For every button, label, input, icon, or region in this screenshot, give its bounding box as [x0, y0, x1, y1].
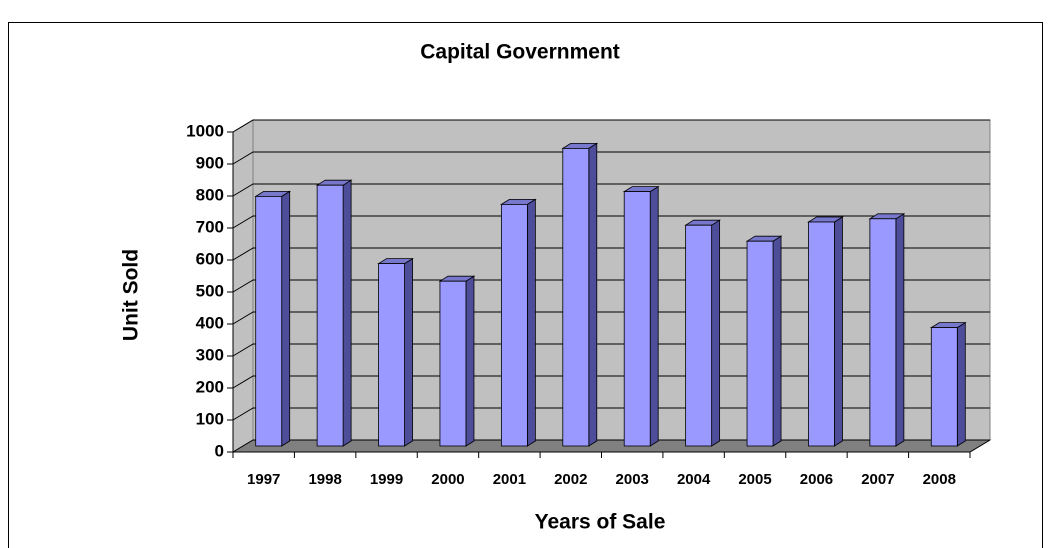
bar-side — [281, 190, 291, 447]
grid-line — [232, 439, 990, 453]
y-tick-label: 800 — [196, 185, 224, 204]
y-tick-label: 700 — [196, 217, 224, 236]
y-tick-label: 200 — [196, 377, 224, 396]
y-tick-label: 100 — [196, 409, 224, 428]
bar — [869, 218, 897, 447]
bar-side — [588, 142, 598, 447]
bar — [562, 147, 590, 447]
x-tick-label: 2007 — [861, 471, 894, 488]
y-tick-label: 500 — [196, 281, 224, 300]
bar — [378, 263, 405, 447]
x-tick-label: 2001 — [493, 471, 526, 488]
y-tick-label: 300 — [196, 345, 224, 364]
bar — [623, 191, 651, 447]
grid-line — [232, 215, 990, 229]
grid-line — [232, 407, 990, 421]
grid-line — [232, 183, 990, 197]
y-tick-label: 600 — [196, 249, 224, 268]
grid-line — [232, 279, 990, 293]
bar — [930, 327, 958, 447]
y-tick-label: 0 — [215, 441, 224, 460]
grid-line — [232, 119, 990, 133]
bar — [316, 184, 344, 447]
bar — [500, 203, 528, 447]
bar-side — [711, 219, 721, 447]
y-tick-label: 400 — [196, 313, 224, 332]
x-tick-label: 1999 — [370, 471, 403, 488]
x-tick-label: 2003 — [616, 471, 649, 488]
x-tick-label: 2005 — [738, 471, 771, 488]
x-tick-label: 2002 — [554, 471, 587, 488]
chart-title: Capital Government — [420, 41, 620, 64]
y-axis-label: Unit Sold — [120, 249, 143, 341]
grid-line — [232, 247, 990, 261]
x-tick-label: 2000 — [431, 471, 464, 488]
bar — [255, 195, 283, 447]
grid-line — [232, 151, 990, 165]
bar-side — [649, 185, 659, 447]
grid-line — [232, 375, 990, 389]
x-tick-label: 2006 — [800, 471, 833, 488]
bar-side — [404, 257, 413, 447]
bar-side — [956, 321, 966, 447]
bar-side — [895, 213, 905, 447]
x-tick-label: 2008 — [923, 471, 956, 488]
bar-side — [834, 216, 843, 447]
bar — [439, 280, 467, 447]
bar — [808, 221, 835, 447]
bar-side — [526, 198, 536, 447]
x-tick-label: 1997 — [247, 471, 280, 488]
y-tick-label: 900 — [196, 153, 224, 172]
bar-side — [772, 235, 782, 447]
bar — [685, 224, 713, 447]
grid-line — [232, 343, 990, 357]
x-tick-label: 2004 — [677, 471, 711, 488]
x-axis-label: Years of Sale — [535, 511, 666, 534]
y-tick-label: 1000 — [186, 121, 224, 140]
grid-line — [232, 311, 990, 325]
bar-side — [465, 275, 475, 447]
x-tick-label: 1998 — [308, 471, 341, 488]
bar — [746, 240, 774, 447]
bar-side — [342, 179, 352, 447]
